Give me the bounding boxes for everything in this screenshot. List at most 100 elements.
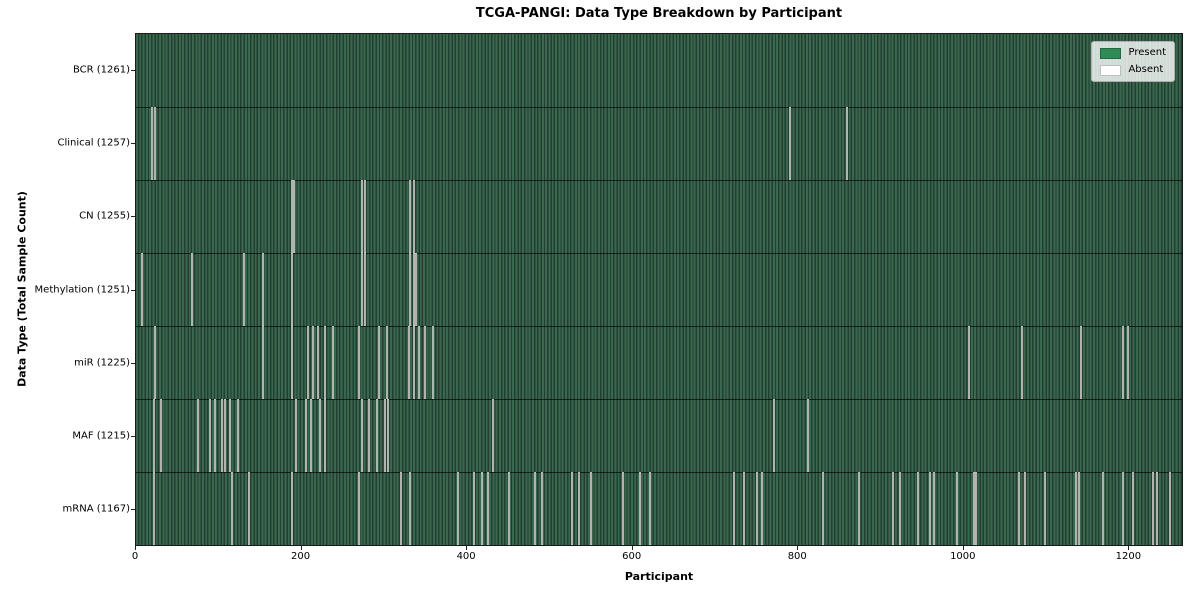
x-tick-mark	[962, 546, 964, 550]
y-tick-mark	[131, 216, 135, 218]
absent-stripe	[649, 472, 652, 545]
y-tick-mark	[131, 289, 135, 291]
plot-area: Present Absent	[135, 33, 1183, 546]
absent-stripe	[968, 326, 970, 399]
x-tick-label: 1200	[1115, 551, 1142, 562]
absent-stripe	[358, 326, 361, 399]
absent-stripe	[473, 472, 476, 545]
x-tick-mark	[1128, 546, 1130, 550]
absent-stripe	[1121, 472, 1124, 545]
absent-stripe	[331, 326, 334, 399]
absent-stripe	[153, 472, 156, 545]
absent-stripe	[290, 253, 293, 326]
legend-swatch-present	[1100, 47, 1122, 59]
absent-stripe	[845, 107, 848, 180]
absent-stripe	[1155, 472, 1158, 545]
x-tick-label: 600	[622, 551, 642, 562]
absent-stripe	[247, 472, 250, 545]
x-tick-mark	[300, 546, 302, 550]
legend-item: Present	[1100, 47, 1166, 59]
absent-stripe	[242, 253, 245, 326]
row-divider	[136, 326, 1182, 327]
absent-stripe	[290, 180, 293, 253]
x-tick-label: 200	[291, 551, 311, 562]
absent-stripe	[773, 399, 776, 472]
absent-stripe	[899, 472, 902, 545]
absent-stripe	[154, 326, 157, 399]
absent-stripe	[571, 472, 574, 545]
absent-stripe	[916, 472, 919, 545]
absent-stripe	[197, 399, 200, 472]
absent-stripe	[534, 472, 537, 545]
absent-stripe	[788, 107, 791, 180]
absent-stripe	[975, 472, 978, 545]
chart-title: TCGA-PANGI: Data Type Breakdown by Parti…	[475, 6, 843, 21]
absent-stripe	[383, 399, 386, 472]
absent-stripe	[409, 180, 412, 253]
y-tick-label: mRNA (1167)	[62, 503, 130, 515]
absent-stripe	[387, 399, 390, 472]
absent-stripe	[755, 472, 758, 545]
absent-stripe	[154, 107, 157, 180]
absent-stripe	[360, 180, 363, 253]
absent-stripe	[307, 326, 310, 399]
absent-stripe	[956, 472, 959, 545]
absent-stripe	[858, 472, 861, 545]
x-tick-label: 800	[787, 551, 807, 562]
y-tick-mark	[131, 69, 135, 71]
row-divider	[136, 253, 1182, 254]
absent-stripe	[208, 399, 211, 472]
legend-label: Absent	[1128, 64, 1164, 75]
absent-stripe	[929, 472, 932, 545]
absent-stripe	[1101, 472, 1104, 545]
legend-label: Present	[1128, 47, 1166, 58]
absent-stripe	[224, 399, 227, 472]
absent-stripe	[360, 253, 363, 326]
y-tick-label: CN (1255)	[79, 210, 130, 222]
absent-stripe	[385, 326, 388, 399]
absent-stripe	[368, 399, 371, 472]
row-divider	[136, 472, 1182, 473]
absent-stripe	[1075, 472, 1078, 545]
absent-stripe	[806, 399, 809, 472]
absent-stripe	[1020, 326, 1023, 399]
x-tick-mark	[135, 546, 136, 550]
absent-stripe	[311, 326, 314, 399]
x-axis-label: Participant	[624, 570, 694, 583]
absent-stripe	[424, 326, 427, 399]
absent-stripe	[153, 399, 156, 472]
x-tick-mark	[466, 546, 468, 550]
absent-stripe	[364, 180, 367, 253]
row-divider	[136, 107, 1182, 108]
absent-stripe	[290, 326, 293, 399]
absent-stripe	[236, 399, 239, 472]
y-tick-label: MAF (1215)	[72, 430, 130, 442]
absent-stripe	[1077, 472, 1080, 545]
absent-stripe	[431, 326, 434, 399]
absent-stripe	[304, 399, 307, 472]
legend-swatch-absent	[1100, 64, 1122, 76]
x-tick-mark	[797, 546, 799, 550]
absent-stripe	[1126, 326, 1129, 399]
absent-stripe	[1168, 472, 1171, 545]
absent-stripe	[578, 472, 581, 545]
absent-stripe	[487, 472, 490, 545]
y-tick-label: Clinical (1257)	[57, 137, 131, 149]
x-tick-label: 1000	[950, 551, 976, 562]
absent-stripe	[407, 326, 410, 399]
absent-stripe	[360, 399, 363, 472]
absent-stripe	[409, 472, 412, 545]
absent-stripe	[1017, 472, 1020, 545]
absent-stripe	[323, 326, 326, 399]
absent-stripe	[409, 253, 412, 326]
absent-stripe	[743, 472, 746, 545]
y-tick-label: miR (1225)	[74, 357, 130, 369]
absent-stripe	[190, 253, 193, 326]
absent-stripe	[480, 472, 483, 545]
absent-stripe	[412, 326, 415, 399]
absent-stripe	[399, 472, 402, 545]
absent-stripe	[507, 472, 510, 545]
absent-stripe	[540, 472, 543, 545]
absent-stripe	[933, 472, 936, 545]
